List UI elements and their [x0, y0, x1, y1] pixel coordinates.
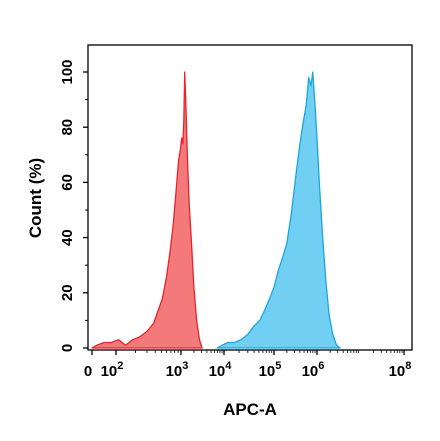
- x-tick-label: 103: [166, 360, 189, 380]
- axes-layer: 0 20 40 60 80 100 0 102 103 104 105 106 108: [59, 44, 413, 380]
- x-tick-label: 105: [259, 360, 282, 380]
- x-tick-exponent: 5: [275, 360, 281, 372]
- plot-frame: [87, 44, 413, 351]
- x-tick-label: 106: [302, 360, 325, 380]
- x-tick-exponent: 6: [318, 360, 324, 372]
- y-axis-title: Count (%): [26, 158, 45, 238]
- x-axis-title: APC-A: [223, 400, 277, 419]
- x-tick-exponent: 8: [405, 360, 411, 372]
- y-tick-label: 60: [59, 174, 76, 191]
- series-layer: [91, 71, 341, 349]
- x-tick-label: 108: [389, 360, 412, 380]
- x-tick-exponent: 3: [182, 360, 188, 372]
- y-tick-label: 0: [59, 344, 76, 352]
- x-tick-label: 104: [209, 360, 233, 380]
- x-tick-exponent: 2: [117, 360, 123, 372]
- histogram-series-1: [91, 71, 203, 349]
- x-tick-exponent: 4: [225, 360, 232, 372]
- x-tick-label: 102: [101, 360, 124, 380]
- y-tick-label: 20: [59, 284, 76, 301]
- y-tick-label: 100: [59, 59, 76, 84]
- y-tick-label: 80: [59, 119, 76, 136]
- histogram-series-2: [216, 71, 341, 349]
- x-tick-label: 0: [84, 363, 92, 380]
- y-tick-label: 40: [59, 229, 76, 246]
